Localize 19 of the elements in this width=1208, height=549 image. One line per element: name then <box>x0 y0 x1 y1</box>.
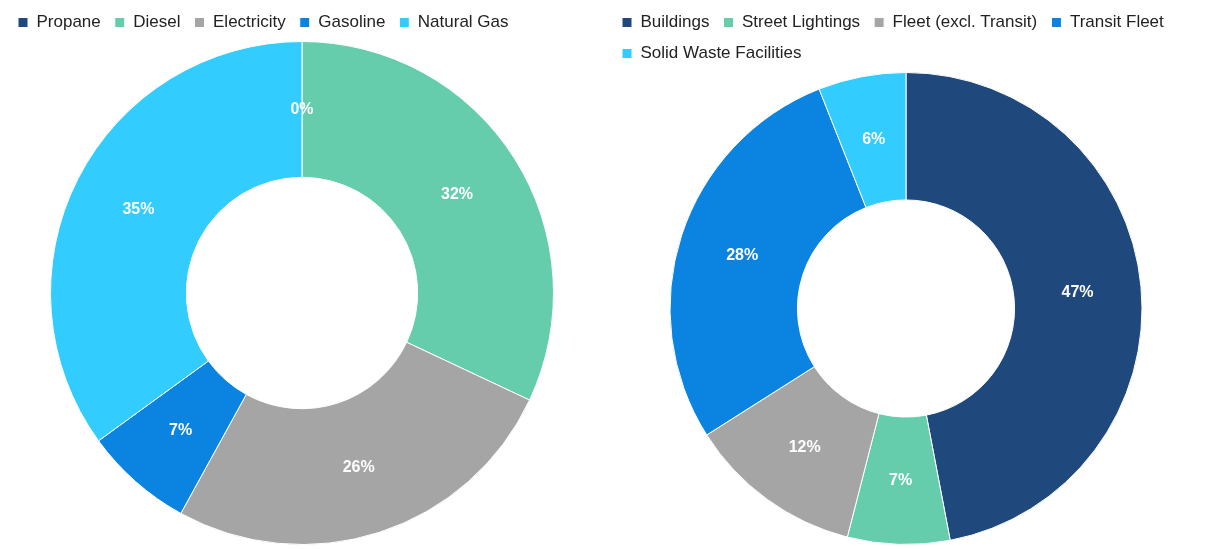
data-label: 6% <box>862 129 886 147</box>
data-label: 12% <box>788 438 821 456</box>
legend-label: Propane <box>36 12 101 32</box>
legend-label: Natural Gas <box>417 12 509 32</box>
data-label: 47% <box>1061 282 1094 300</box>
legend-label: Street Lightings <box>741 12 861 32</box>
legend-label: Solid Waste Facilities <box>640 43 802 63</box>
legend-label: Fleet (excl. Transit) <box>892 12 1038 32</box>
data-label: 32% <box>441 185 474 203</box>
legend-label: Electricity <box>213 12 287 32</box>
legend-label: Gasoline <box>318 12 386 32</box>
data-label: 28% <box>726 245 759 263</box>
legend-label: Buildings <box>640 12 710 32</box>
data-label: 7% <box>889 471 913 489</box>
data-label: 26% <box>342 458 375 476</box>
data-label: 7% <box>169 421 193 439</box>
data-label: 35% <box>122 200 155 218</box>
legend-label: Transit Fleet <box>1069 12 1165 32</box>
legend-label: Diesel <box>133 12 181 32</box>
